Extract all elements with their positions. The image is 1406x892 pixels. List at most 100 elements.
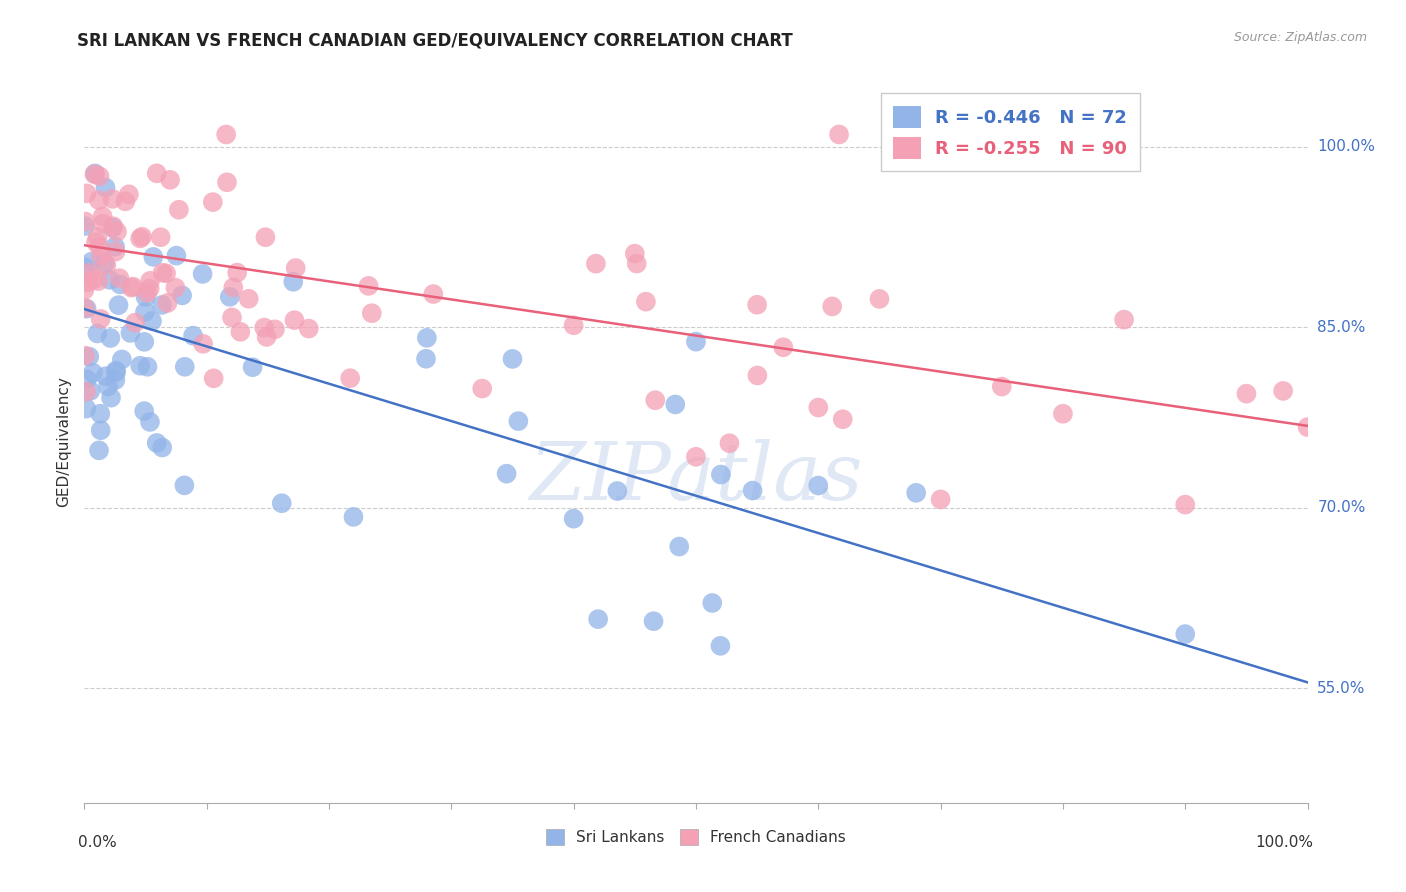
Text: 55.0%: 55.0% bbox=[1317, 681, 1365, 696]
Point bbox=[221, 310, 243, 325]
Text: Source: ZipAtlas.com: Source: ZipAtlas.com bbox=[1233, 31, 1367, 45]
Point bbox=[129, 359, 152, 373]
Point bbox=[100, 391, 122, 405]
Point bbox=[76, 301, 98, 316]
Point bbox=[79, 350, 101, 364]
Point bbox=[270, 496, 292, 510]
Point bbox=[342, 509, 364, 524]
Point bbox=[807, 478, 830, 492]
Point bbox=[101, 192, 124, 206]
Point bbox=[991, 379, 1014, 393]
Point bbox=[167, 202, 190, 217]
Point bbox=[643, 614, 665, 628]
Point bbox=[253, 320, 276, 334]
Point bbox=[90, 249, 112, 263]
Point bbox=[357, 279, 380, 293]
Point bbox=[75, 214, 97, 228]
Point bbox=[86, 230, 108, 244]
Point bbox=[100, 331, 122, 345]
Point bbox=[152, 266, 174, 280]
Point bbox=[150, 441, 173, 455]
Point bbox=[122, 279, 145, 293]
Point bbox=[75, 401, 97, 416]
Point bbox=[73, 219, 96, 234]
Point bbox=[360, 306, 382, 320]
Point bbox=[298, 321, 321, 335]
Point bbox=[215, 128, 238, 142]
Point bbox=[222, 280, 245, 294]
Point bbox=[218, 290, 240, 304]
Point bbox=[75, 384, 97, 399]
Point bbox=[131, 229, 153, 244]
Point bbox=[747, 368, 769, 383]
Point bbox=[91, 210, 114, 224]
Point bbox=[103, 219, 125, 234]
Point bbox=[134, 404, 156, 418]
Point bbox=[238, 292, 260, 306]
Point bbox=[339, 371, 361, 385]
Point bbox=[73, 283, 96, 297]
Text: 0.0%: 0.0% bbox=[79, 835, 117, 850]
Point bbox=[283, 275, 305, 289]
Point bbox=[145, 436, 167, 450]
Point bbox=[118, 187, 141, 202]
Point bbox=[685, 334, 707, 349]
Point bbox=[134, 334, 156, 349]
Point bbox=[741, 483, 763, 498]
Point bbox=[94, 369, 117, 384]
Point bbox=[772, 340, 794, 354]
Point bbox=[105, 225, 128, 239]
Point bbox=[145, 166, 167, 180]
Point bbox=[586, 612, 609, 626]
Point bbox=[664, 397, 686, 411]
Point bbox=[181, 328, 204, 343]
Point bbox=[135, 290, 157, 304]
Point bbox=[283, 313, 305, 327]
Point bbox=[173, 478, 195, 492]
Point bbox=[165, 249, 187, 263]
Point bbox=[1236, 386, 1258, 401]
Point bbox=[98, 273, 121, 287]
Point bbox=[747, 298, 769, 312]
Point bbox=[104, 244, 127, 259]
Point bbox=[1174, 498, 1197, 512]
Point bbox=[120, 280, 142, 294]
Point bbox=[91, 217, 114, 231]
Point bbox=[828, 128, 851, 142]
Point bbox=[173, 359, 195, 374]
Text: 100.0%: 100.0% bbox=[1256, 835, 1313, 850]
Point bbox=[191, 267, 214, 281]
Point bbox=[229, 325, 252, 339]
Point bbox=[150, 298, 173, 312]
Point bbox=[104, 240, 127, 254]
Point bbox=[668, 540, 690, 554]
Point bbox=[142, 250, 165, 264]
Legend: Sri Lankans, French Canadians: Sri Lankans, French Canadians bbox=[538, 822, 853, 853]
Point bbox=[1296, 420, 1319, 434]
Point bbox=[254, 230, 277, 244]
Point bbox=[284, 261, 307, 276]
Point bbox=[202, 371, 225, 385]
Point bbox=[82, 272, 104, 286]
Text: SRI LANKAN VS FRENCH CANADIAN GED/EQUIVALENCY CORRELATION CHART: SRI LANKAN VS FRENCH CANADIAN GED/EQUIVA… bbox=[77, 31, 793, 49]
Point bbox=[502, 351, 524, 366]
Point bbox=[73, 301, 96, 315]
Y-axis label: GED/Equivalency: GED/Equivalency bbox=[56, 376, 72, 507]
Point bbox=[114, 194, 136, 209]
Point bbox=[562, 318, 585, 333]
Point bbox=[156, 296, 179, 310]
Point bbox=[90, 312, 112, 326]
Point bbox=[79, 384, 101, 398]
Point bbox=[718, 436, 741, 450]
Point bbox=[831, 412, 853, 426]
Point bbox=[165, 281, 187, 295]
Point bbox=[1052, 407, 1074, 421]
Point bbox=[929, 492, 952, 507]
Text: 100.0%: 100.0% bbox=[1317, 139, 1375, 154]
Point bbox=[87, 443, 110, 458]
Point bbox=[139, 282, 162, 296]
Point bbox=[79, 266, 101, 280]
Point bbox=[134, 305, 156, 319]
Point bbox=[101, 220, 124, 235]
Point bbox=[685, 450, 707, 464]
